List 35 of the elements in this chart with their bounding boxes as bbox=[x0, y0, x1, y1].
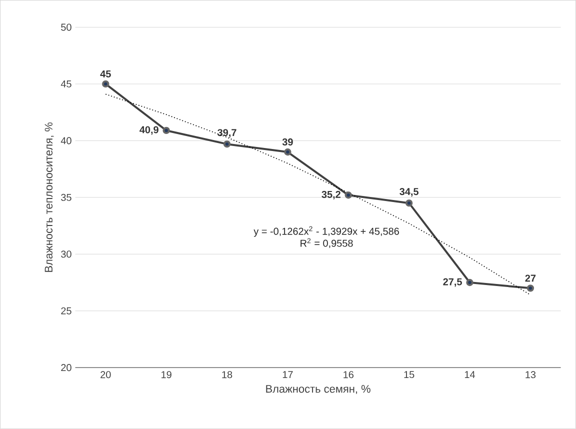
y-tick-label: 40 bbox=[60, 137, 72, 144]
x-tick-label: 19 bbox=[162, 371, 172, 378]
point bbox=[223, 140, 231, 148]
point bbox=[526, 284, 534, 292]
annotation: y = -0,1262x$^{2}$ - 1,3929x + 45,586 bbox=[254, 226, 399, 237]
x-axis-title: Влажность семян, % bbox=[266, 385, 370, 394]
y-tick-label: 30 bbox=[61, 250, 72, 258]
point bbox=[466, 278, 474, 286]
data-label: 39,7 bbox=[218, 129, 236, 138]
x-tick-label: 13 bbox=[526, 371, 536, 378]
data-label: 34,5 bbox=[400, 188, 418, 197]
data-label: 27,5 bbox=[443, 278, 462, 287]
x-tick-label: 20 bbox=[100, 371, 111, 378]
point bbox=[405, 200, 413, 207]
y-axis-title: Влажность теплоносителя, % bbox=[44, 122, 54, 272]
point bbox=[284, 148, 292, 156]
y-tick-label: 25 bbox=[61, 307, 72, 314]
data-label: 27 bbox=[525, 274, 536, 282]
x-tick-label: 17 bbox=[282, 371, 293, 378]
data-label: 40,9 bbox=[140, 126, 158, 135]
y-tick-label: 50 bbox=[61, 24, 72, 31]
annotation: R$^{2}$ = 0,9558 bbox=[300, 238, 353, 248]
y-tick-label: 35 bbox=[61, 194, 72, 202]
point bbox=[162, 126, 170, 134]
point bbox=[344, 192, 352, 199]
data-label: 45 bbox=[100, 70, 111, 78]
data-label: 39 bbox=[282, 138, 293, 146]
point bbox=[102, 80, 110, 88]
y-tick-label: 45 bbox=[60, 80, 72, 88]
x-tick-label: 18 bbox=[222, 371, 232, 378]
x-tick-label: 14 bbox=[464, 371, 476, 378]
x-tick-label: 16 bbox=[344, 371, 354, 378]
data-label: 35,2 bbox=[322, 190, 340, 200]
x-tick-label: 15 bbox=[404, 371, 414, 378]
y-tick-label: 20 bbox=[61, 364, 72, 372]
